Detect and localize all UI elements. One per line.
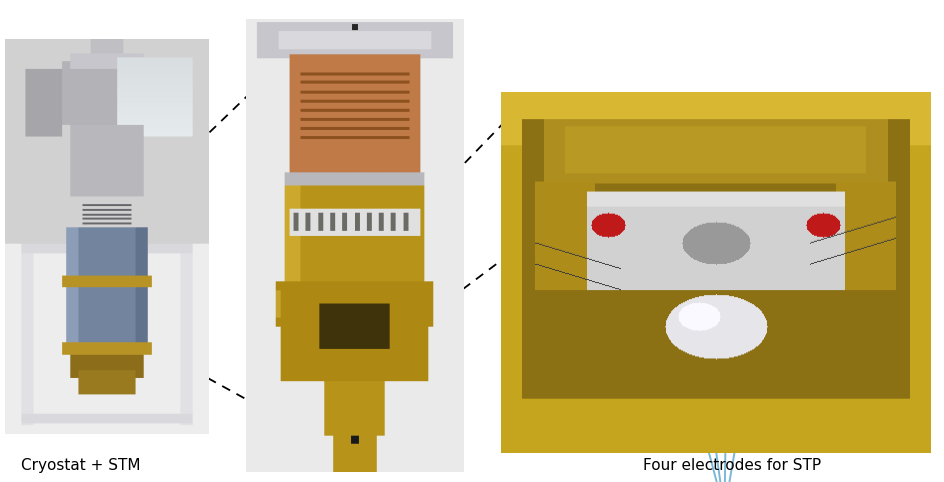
Text: Four electrodes for STP: Four electrodes for STP: [643, 457, 820, 473]
Text: Cryostat + STM: Cryostat + STM: [21, 457, 140, 473]
